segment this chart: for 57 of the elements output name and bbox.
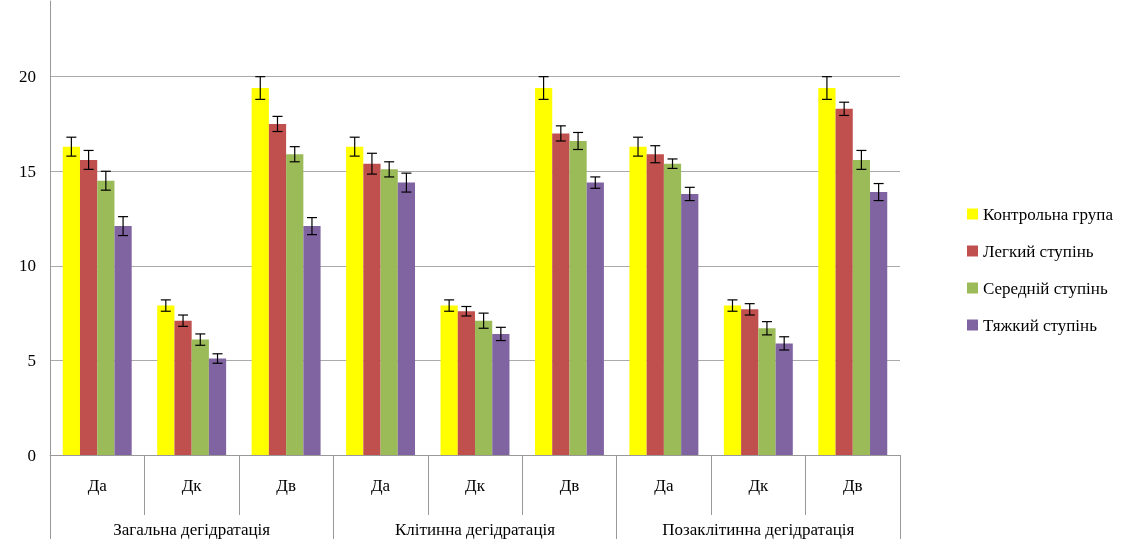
x-tick-label: Да [654, 476, 674, 495]
x-tick-label: Да [370, 476, 391, 495]
bar [191, 339, 209, 455]
bar [629, 146, 647, 455]
bar [775, 343, 793, 455]
y-tick-label: 10 [19, 256, 36, 276]
bar [346, 146, 364, 455]
x-tick-label: Дк [181, 476, 203, 495]
bar [569, 140, 587, 455]
bar [741, 309, 759, 455]
bar [440, 305, 458, 455]
bar [870, 192, 888, 455]
y-tick-label: 20 [19, 67, 36, 87]
bar [157, 305, 175, 455]
bar [97, 180, 115, 455]
x-tick-label: Дв [842, 476, 863, 495]
bar [268, 123, 287, 455]
x-tick-label: Дк [748, 476, 769, 495]
bar [380, 169, 398, 455]
bar [208, 358, 227, 455]
y-tick-label: 0 [27, 445, 36, 465]
bar [552, 133, 570, 455]
bar [457, 311, 475, 455]
legend-label: Середній ступінь [982, 278, 1108, 298]
bar [79, 159, 98, 455]
bar [818, 88, 836, 455]
bar [681, 193, 699, 455]
bar [114, 226, 132, 455]
legend-label: Тяжкий ступінь [982, 315, 1098, 335]
bar [174, 320, 192, 455]
text: Клітинна дегідратація [394, 520, 556, 539]
x-tick-label: Да [87, 476, 108, 495]
bar [723, 305, 742, 455]
bar [586, 182, 604, 455]
bar [835, 108, 853, 455]
bar [646, 154, 664, 455]
bar [852, 159, 871, 455]
bar [363, 163, 381, 455]
bar [397, 182, 416, 455]
x-tick-label: Дв [559, 476, 580, 495]
bar [286, 154, 304, 455]
y-tick-label: 15 [19, 161, 36, 181]
bar [534, 88, 553, 455]
bar [475, 320, 493, 455]
y-tick-label: 5 [27, 350, 36, 370]
legend-label: Контрольна група [982, 204, 1114, 224]
legend-label: Легкий ступінь [982, 241, 1094, 261]
bar [62, 146, 80, 455]
text: Загальна дегідратація [113, 520, 271, 539]
bar [758, 328, 776, 455]
bar [251, 88, 269, 455]
bar [492, 333, 510, 455]
text: Позаклітинна дегідратація [662, 520, 855, 539]
x-tick-label: Дв [276, 476, 296, 495]
bar [663, 163, 682, 455]
bar [303, 226, 321, 455]
x-tick-label: Дк [465, 476, 486, 495]
